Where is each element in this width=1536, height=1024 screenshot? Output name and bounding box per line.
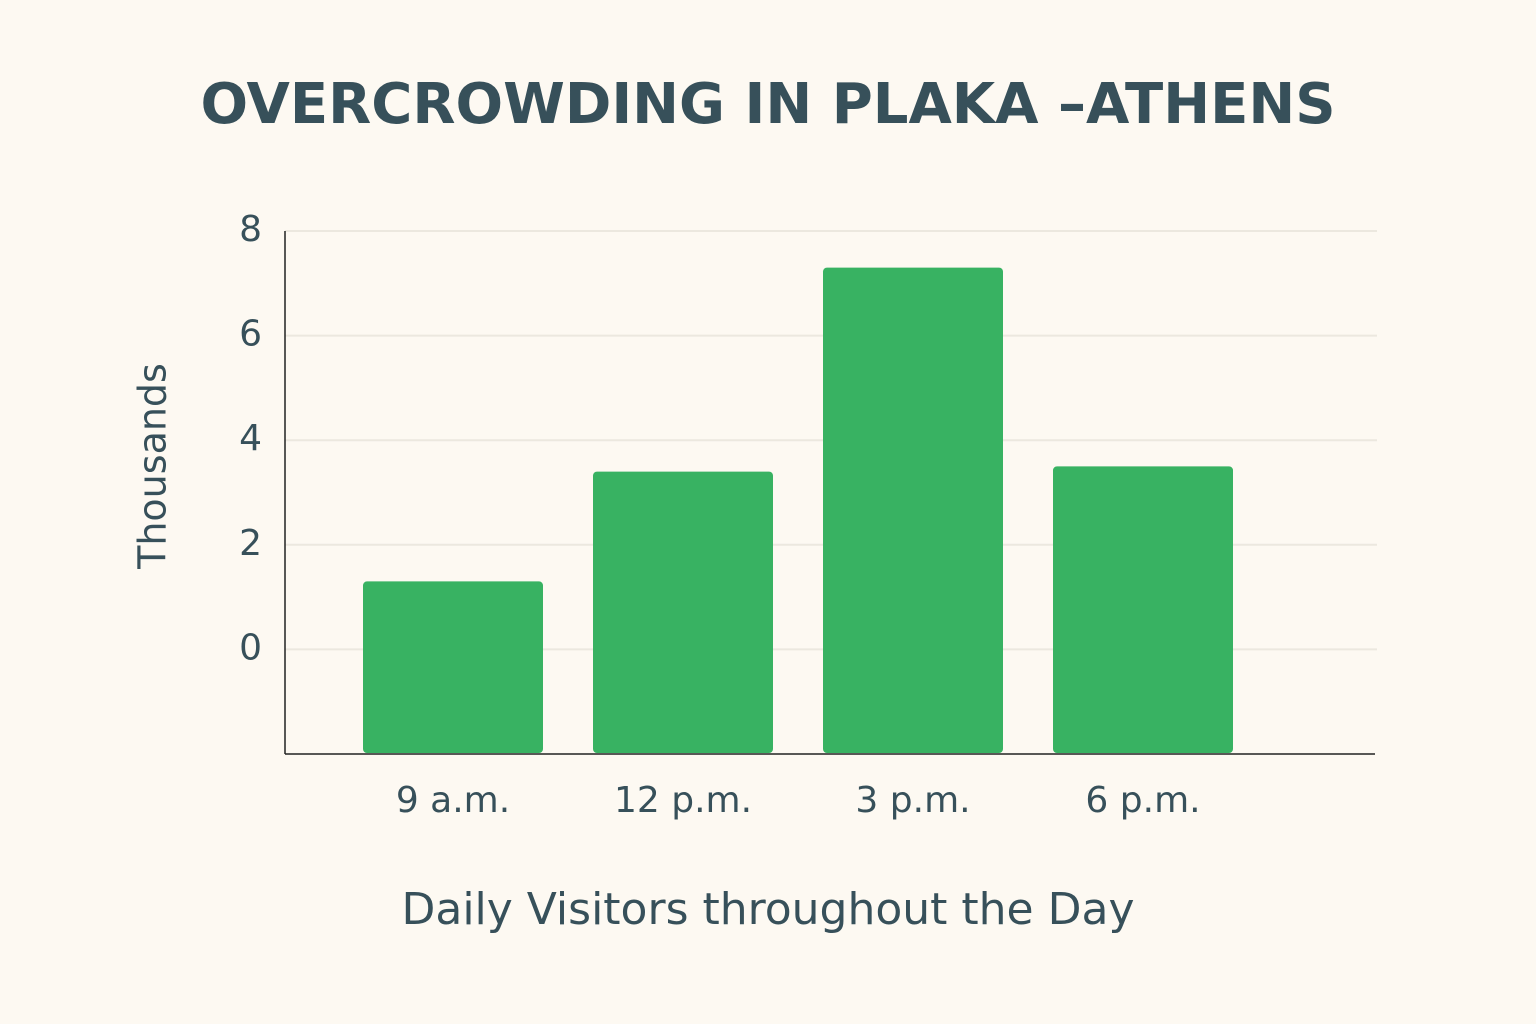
bar (1053, 466, 1233, 753)
y-tick-label: 0 (239, 627, 262, 668)
chart-title: OVERCROWDING IN PLAKA –ATHENS (200, 72, 1335, 137)
y-tick-label: 6 (239, 314, 262, 355)
x-axis-title: Daily Visitors throughout the Day (401, 884, 1134, 935)
x-tick-label: 3 p.m. (855, 780, 970, 821)
x-tick-label: 9 a.m. (396, 780, 510, 821)
bar (593, 471, 773, 753)
bar (363, 581, 543, 753)
bar (823, 267, 1003, 753)
y-tick-label: 4 (239, 418, 262, 459)
y-tick-label: 8 (239, 209, 262, 250)
y-tick-label: 2 (239, 523, 262, 564)
x-tick-label: 6 p.m. (1085, 780, 1200, 821)
x-tick-label: 12 p.m. (614, 780, 752, 821)
y-axis-title: Thousands (131, 363, 175, 570)
